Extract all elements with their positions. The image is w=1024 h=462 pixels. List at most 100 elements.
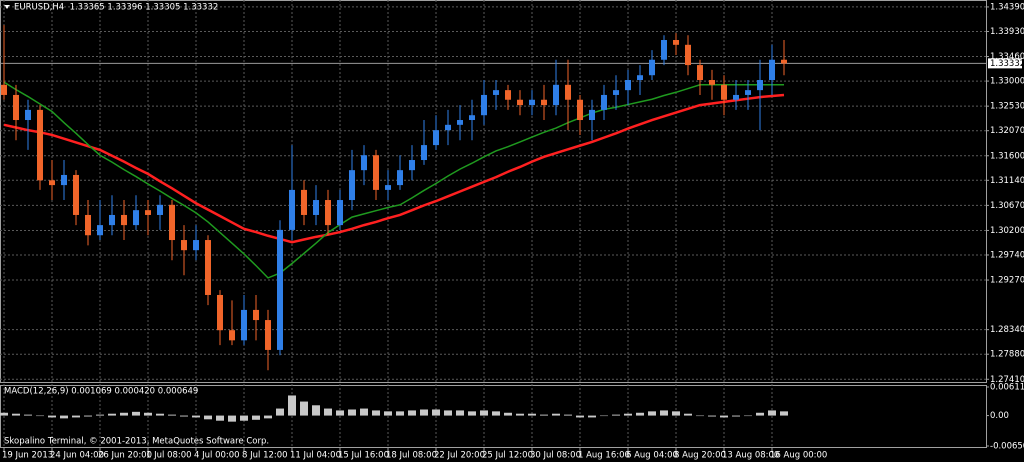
candle-body [685, 44, 691, 66]
histogram-bar [492, 411, 500, 416]
candle-body [145, 210, 151, 215]
x-tick-label: 26 Jun 20:00 [98, 451, 152, 461]
histogram-bar [60, 415, 68, 419]
candle-body [229, 330, 235, 341]
candle-body [109, 214, 115, 226]
candle-body [325, 200, 331, 226]
candle-body [673, 40, 679, 45]
candle-body [361, 155, 367, 171]
histogram-bar [504, 412, 512, 416]
x-tick-label: 1 Jul 08:00 [146, 451, 192, 461]
x-tick-label: 4 Jul 00:00 [194, 451, 240, 461]
histogram-bar [720, 415, 728, 418]
candle-body [709, 80, 715, 85]
histogram-bar [624, 413, 632, 416]
candle-body [433, 130, 439, 146]
x-tick-label: 16 Aug 00:00 [770, 451, 827, 461]
histogram-bar [372, 410, 380, 416]
histogram-bar [144, 412, 152, 416]
histogram-bar [12, 413, 20, 416]
x-tick-label: 25 Jul 12:00 [482, 451, 533, 461]
layer [0, 0, 989, 451]
candle-body [529, 99, 535, 106]
candle-body [457, 120, 463, 125]
x-tick-label: 18 Jul 08:00 [386, 451, 437, 461]
histogram-bar [480, 410, 488, 416]
candle-body [745, 90, 751, 95]
x-tick-label: 22 Jul 20:00 [434, 451, 485, 461]
candle-body [301, 189, 307, 215]
histogram-bar [552, 413, 560, 416]
histogram-bar [684, 413, 692, 416]
moving-average-line [3, 81, 784, 279]
candle-body [13, 94, 19, 121]
histogram-bar [120, 412, 128, 416]
histogram-bar [612, 414, 620, 416]
menu-triangle[interactable] [4, 5, 10, 9]
candle-body [733, 94, 739, 100]
last-price-label: 1.33332 [990, 59, 1024, 69]
candle-body [181, 240, 187, 251]
candle-body [469, 115, 475, 121]
main-panel-frame [0, 0, 987, 383]
candle-body [265, 320, 271, 350]
histogram-bar [156, 413, 164, 416]
candle-body [769, 59, 775, 81]
candle-body [121, 214, 127, 226]
x-tick-label: 8 Jul 12:00 [242, 451, 288, 461]
candle-body [589, 109, 595, 121]
histogram-bar [756, 412, 764, 416]
histogram-bar [0, 412, 8, 416]
y-tick-label: 1.33460 [990, 52, 1024, 62]
histogram-bar [600, 415, 608, 417]
candle-body [37, 109, 43, 181]
histogram-bar [36, 415, 44, 417]
y-tick-label: 1.33930 [990, 27, 1024, 37]
x-tick-label: 13 Aug 08:00 [722, 451, 779, 461]
x-tick-label: 6 Aug 04:00 [626, 451, 678, 461]
macd-panel-frame [0, 385, 987, 448]
y-tick-label: 1.27880 [990, 350, 1024, 360]
y-tick-label: 1.30200 [990, 226, 1024, 236]
histogram-bar [516, 413, 524, 416]
candle-body [541, 99, 547, 106]
candle-body [193, 240, 199, 251]
histogram-bar [108, 413, 116, 416]
histogram-bar [768, 410, 776, 416]
histogram-bar [588, 415, 596, 418]
chart-title: EURUSD,H4 1.33365 1.33396 1.33305 1.3333… [14, 3, 218, 13]
histogram-bar [96, 414, 104, 416]
candle-body [385, 185, 391, 190]
candle-body [565, 84, 571, 100]
candle-body [661, 40, 667, 60]
histogram-bar [348, 409, 356, 416]
histogram-bar [528, 413, 536, 416]
histogram-bar [732, 415, 740, 417]
candle-body [49, 180, 55, 186]
y-tick-label: 1.32070 [990, 126, 1024, 136]
histogram-bar [696, 415, 704, 417]
candle-body [133, 210, 139, 226]
moving-average-line [3, 93, 785, 244]
histogram-bar [744, 415, 752, 417]
x-tick-label: 1 Aug 16:00 [578, 451, 630, 461]
candle-body [85, 214, 91, 236]
candle-body [313, 200, 319, 215]
histogram-bar [408, 410, 416, 416]
histogram-bar [648, 411, 656, 416]
candle-body [397, 170, 403, 186]
histogram-bar [252, 415, 260, 420]
histogram-bar [192, 415, 200, 418]
histogram-bar [300, 401, 308, 416]
candle-body [445, 124, 451, 131]
x-tick-label: 15 Jul 16:00 [338, 451, 389, 461]
copyright: Skopalino Terminal, © 2001-2013, MetaQuo… [4, 437, 269, 447]
y-tick-label: 1.31140 [990, 176, 1024, 186]
y-tick-label: -0.006509 [990, 442, 1024, 452]
histogram-bar [168, 414, 176, 416]
candle-body [637, 75, 643, 81]
candle-body [157, 204, 163, 215]
x-tick-label: 11 Jul 04:00 [290, 451, 341, 461]
